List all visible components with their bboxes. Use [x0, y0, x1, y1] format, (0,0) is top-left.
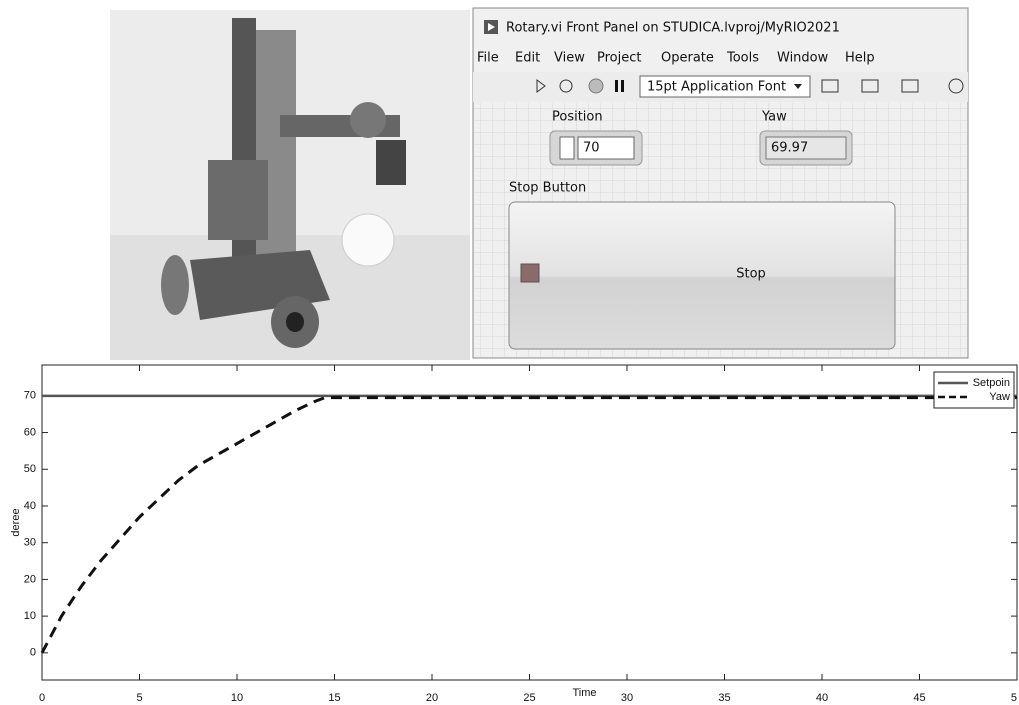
x-tick-label: 5	[136, 692, 142, 704]
y-tick-label: 20	[24, 573, 36, 585]
legend-box	[933, 371, 1015, 409]
menu-bar: File Edit View Project Operate Tools Window Hel…	[477, 51, 875, 66]
toolbar-icons	[821, 78, 964, 94]
x-axis-label: Time	[572, 687, 596, 699]
stop-text: Stop	[736, 267, 766, 282]
y-tick-label: 30	[24, 537, 36, 549]
font-name: 15pt Application Font	[647, 80, 786, 95]
front-panel: Rotary.vi Front Panel on STUDICA.lvproj/…	[472, 7, 969, 359]
menu-item[interactable]: Tools	[726, 51, 759, 66]
chart: 0 5 10 15 20 25 30 35 40 45 5010203040506070Timede…	[10, 364, 1018, 704]
position-label: Position	[552, 110, 603, 125]
stop-button-label: Stop Button	[509, 181, 586, 196]
y-tick-label: 40	[24, 500, 36, 512]
x-tick-label: 35	[718, 692, 730, 704]
x-tick-label: 40	[816, 692, 828, 704]
yaw-value: 69.97	[771, 141, 808, 156]
font-dropdown[interactable]	[639, 75, 811, 98]
yaw-label: Yaw	[761, 110, 787, 125]
position-value: 70	[583, 141, 600, 156]
run-continuous-icon[interactable]	[559, 79, 573, 93]
y-tick-label: 50	[24, 463, 36, 475]
x-tick-label: 20	[426, 692, 438, 704]
menu-item[interactable]: Operate	[661, 51, 714, 66]
legend-label: Setpoin	[973, 377, 1010, 389]
y-tick-label: 0	[30, 647, 36, 659]
series-line	[40, 396, 1017, 654]
menu-item[interactable]: Window	[777, 51, 829, 66]
x-tick-label: 25	[523, 692, 535, 704]
x-tick-label: 30	[621, 692, 633, 704]
menu-item[interactable]: View	[554, 51, 585, 66]
x-tick-label: 15	[328, 692, 340, 704]
y-tick-label: 70	[24, 390, 36, 402]
x-tick-label: 10	[231, 692, 243, 704]
increment-control[interactable]	[559, 136, 575, 160]
pause-icon[interactable]	[615, 80, 618, 92]
x-tick-label: 45	[913, 692, 925, 704]
x-tick-label: 5	[1011, 692, 1017, 704]
menu-item[interactable]: Help	[845, 51, 875, 66]
robot-photo	[110, 10, 470, 360]
run-icon[interactable]	[536, 79, 546, 93]
plot-area	[41, 364, 1018, 681]
stop-button[interactable]	[508, 201, 896, 350]
y-axis-label: deree	[10, 508, 22, 536]
legend-label: Yaw	[989, 391, 1010, 403]
y-tick-label: 60	[24, 426, 36, 438]
menu-item[interactable]: Edit	[515, 51, 540, 66]
window-title: Rotary.vi Front Panel on STUDICA.lvproj/…	[506, 21, 840, 36]
y-tick-label: 10	[24, 610, 36, 622]
x-tick-label: 0	[39, 692, 45, 704]
menu-item[interactable]: Project	[597, 51, 641, 66]
position-input[interactable]	[577, 136, 635, 160]
abort-icon[interactable]	[588, 78, 604, 94]
menu-item[interactable]: File	[477, 51, 499, 66]
